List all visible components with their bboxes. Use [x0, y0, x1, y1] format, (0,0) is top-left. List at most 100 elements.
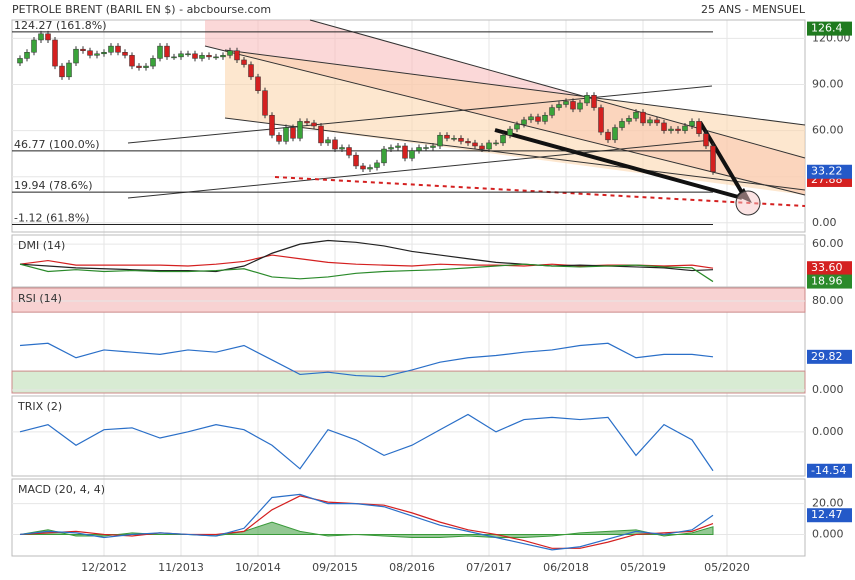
panel-title: RSI (14)	[18, 292, 62, 305]
marks: 12/2012 11/2013 10/2014 09/2015 08/2016 07/20…	[12, 3, 852, 574]
target-circle	[735, 190, 761, 216]
candle	[493, 142, 499, 145]
candle	[108, 45, 114, 53]
candle	[668, 128, 674, 131]
candle	[542, 114, 548, 122]
candle	[423, 147, 429, 149]
candle	[381, 148, 387, 164]
candle	[507, 128, 513, 136]
candle	[220, 55, 226, 58]
indicator-line	[19, 254, 714, 269]
candle	[577, 102, 583, 110]
candle	[647, 119, 653, 124]
candle	[584, 95, 590, 104]
candle	[45, 33, 51, 41]
candle	[416, 147, 422, 151]
candle	[241, 59, 247, 65]
candle	[311, 122, 317, 127]
y-tick-label: 20.00	[812, 497, 844, 510]
fib-label: 124.27 (161.8%)	[14, 19, 107, 32]
candle	[52, 39, 58, 67]
value-box	[807, 274, 852, 289]
candle	[59, 65, 65, 78]
candle	[150, 58, 156, 67]
panel-title: TRIX (2)	[17, 400, 62, 413]
candle	[654, 119, 660, 124]
trend-line	[204, 45, 806, 196]
x-tick-label: 10/2014	[235, 561, 281, 574]
candle	[143, 65, 149, 68]
x-tick-label: 05/2019	[620, 561, 666, 574]
candle	[500, 134, 506, 144]
indicator-line	[19, 263, 714, 283]
candle	[199, 55, 205, 59]
value-box-label: 33.60	[811, 261, 843, 274]
candle	[325, 139, 331, 144]
candle	[682, 125, 688, 131]
candle	[171, 56, 177, 59]
candle	[430, 145, 436, 148]
candle	[619, 121, 625, 128]
y-tick-label: 60.00	[812, 124, 844, 137]
candle	[598, 107, 604, 133]
candle	[689, 121, 695, 127]
candle	[234, 50, 240, 61]
candle	[444, 134, 450, 139]
y-tick-label: 0.00	[812, 216, 837, 229]
candle	[661, 122, 667, 131]
candle	[157, 45, 163, 59]
candle	[451, 138, 457, 140]
candle	[346, 147, 352, 156]
arrow	[494, 128, 743, 200]
candle	[339, 147, 345, 150]
trend-line	[127, 139, 713, 199]
candle	[563, 101, 569, 105]
candle	[66, 62, 72, 78]
indicator-line	[19, 342, 714, 378]
candle	[626, 118, 632, 122]
candle	[514, 124, 520, 130]
x-tick-label: 06/2018	[543, 561, 589, 574]
value-box	[807, 261, 852, 276]
candle	[458, 138, 464, 142]
x-tick-label: 12/2012	[81, 561, 127, 574]
candle	[465, 141, 471, 144]
candle	[248, 64, 254, 78]
candle	[591, 95, 597, 108]
panel-frame	[11, 478, 806, 557]
candle	[269, 114, 275, 136]
candle	[178, 53, 184, 58]
candle	[262, 90, 268, 116]
y-tick-label: 80.00	[812, 294, 844, 307]
panel-frame	[11, 234, 806, 288]
zone-band	[11, 287, 806, 313]
value-box-label: 126.4	[811, 22, 843, 35]
candle	[24, 52, 30, 59]
candle	[164, 45, 170, 58]
candle	[360, 165, 366, 170]
trend-line	[309, 19, 806, 159]
fib-label: -1.12 (61.8%)	[14, 212, 90, 225]
candle	[318, 125, 324, 144]
candle	[80, 48, 86, 51]
candle	[353, 154, 359, 167]
value-box-label: 18.96	[811, 275, 843, 288]
candle	[675, 128, 681, 131]
candle	[192, 53, 198, 59]
value-box	[807, 349, 852, 364]
candle	[332, 139, 338, 150]
indicator-line	[19, 493, 714, 551]
value-box	[807, 508, 852, 523]
candle	[115, 45, 121, 53]
candle	[528, 116, 534, 121]
x-tick-label: 07/2017	[466, 561, 512, 574]
y-tick-label: 60.00	[812, 237, 844, 250]
candle	[87, 50, 93, 56]
candle	[605, 131, 611, 141]
candle	[479, 145, 485, 150]
candle	[556, 104, 562, 108]
candle	[94, 53, 100, 56]
candle	[185, 53, 191, 56]
x-tick-label: 09/2015	[312, 561, 358, 574]
